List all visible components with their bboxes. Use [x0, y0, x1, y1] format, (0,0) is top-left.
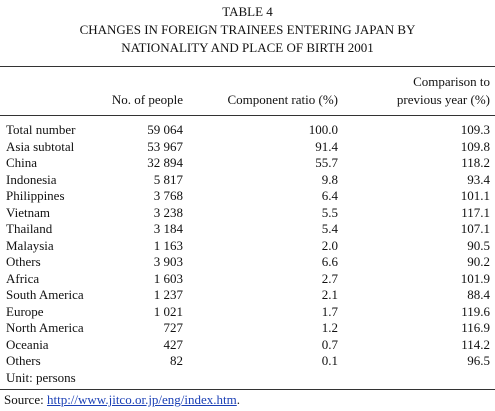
cell: 117.1 — [461, 204, 490, 220]
cell: 101.1 — [460, 188, 490, 203]
row-label: Thailand — [6, 221, 53, 236]
cell: 100.0 — [308, 122, 338, 137]
cell: 59 064 — [147, 122, 183, 137]
cell: 3 238 — [153, 204, 183, 220]
row-label: South America — [6, 287, 84, 302]
row-label: Philippines — [6, 188, 65, 203]
cell: 1.7 — [321, 303, 338, 319]
source-label: Source: — [4, 392, 44, 407]
row-label: Oceania — [6, 336, 49, 352]
cell: 2.1 — [321, 287, 338, 302]
cell: 6.4 — [321, 188, 338, 203]
row-label: Total number — [6, 122, 76, 137]
cell: 6.6 — [321, 254, 338, 269]
cell: 3 903 — [153, 254, 183, 269]
row-label: Malaysia — [6, 237, 54, 253]
cell: 3 768 — [153, 188, 183, 203]
cell: 1.2 — [321, 320, 338, 335]
row-label: Vietnam — [6, 204, 50, 220]
title: NATIONALITY AND PLACE OF BIRTH 2001 — [121, 40, 374, 55]
row-label: North America — [6, 320, 84, 335]
cell: 1 237 — [153, 287, 183, 302]
title: CHANGES IN FOREIGN TRAINEES ENTERING JAP… — [79, 22, 416, 37]
row-label: Indonesia — [6, 171, 57, 187]
source: Source: http://www.jitco.or.jp/eng/index… — [4, 392, 240, 408]
row-label: Africa — [6, 270, 40, 286]
cell: 0.7 — [321, 336, 338, 352]
cell: 5.4 — [321, 221, 338, 236]
cell: 109.3 — [460, 122, 490, 137]
cell: 90.5 — [467, 237, 490, 253]
cell: 1 163 — [153, 237, 183, 253]
column-header: Comparison to — [413, 74, 490, 89]
cell: 2.0 — [321, 237, 338, 253]
cell: 91.4 — [315, 138, 338, 154]
cell: 9.8 — [321, 171, 338, 187]
cell: 114.2 — [461, 336, 490, 352]
rule — [0, 115, 495, 116]
cell: 0.1 — [321, 353, 338, 368]
source-link[interactable]: http://www.jitco.or.jp/eng/index.htm — [46, 392, 237, 407]
source-end: . — [236, 392, 241, 407]
unit-note: Unit: persons — [6, 369, 76, 385]
cell: 82 — [170, 353, 183, 368]
cell: 1 603 — [153, 270, 183, 286]
table-label: TABLE 4 — [222, 4, 273, 19]
cell: 3 184 — [153, 221, 183, 236]
cell: 119.6 — [461, 303, 490, 319]
row-label: Others — [6, 254, 41, 269]
row-label: Others — [6, 353, 41, 368]
cell: 5 817 — [153, 171, 183, 187]
cell: 727 — [163, 320, 184, 335]
cell: 107.1 — [460, 221, 490, 236]
cell: 2.7 — [321, 270, 338, 286]
row-label: Asia subtotal — [6, 138, 75, 154]
row-label: China — [6, 155, 38, 170]
cell: 88.4 — [467, 287, 490, 302]
rule — [0, 389, 495, 390]
column-header: previous year (%) — [396, 92, 490, 107]
cell: 93.4 — [467, 171, 490, 187]
cell: 96.5 — [467, 353, 490, 368]
cell: 55.7 — [315, 155, 338, 170]
cell: 101.9 — [460, 270, 490, 286]
column-header: No. of people — [111, 92, 183, 107]
cell: 53 967 — [147, 138, 183, 154]
cell: 1 021 — [153, 303, 183, 319]
cell: 116.9 — [461, 320, 490, 335]
cell: 118.2 — [461, 155, 490, 170]
cell: 427 — [163, 336, 184, 352]
rule — [0, 66, 495, 67]
row-label: Europe — [6, 303, 44, 319]
column-header: Component ratio (%) — [227, 92, 338, 107]
cell: 90.2 — [467, 254, 490, 269]
cell: 5.5 — [321, 204, 338, 220]
cell: 32 894 — [147, 155, 183, 170]
cell: 109.8 — [460, 138, 490, 154]
